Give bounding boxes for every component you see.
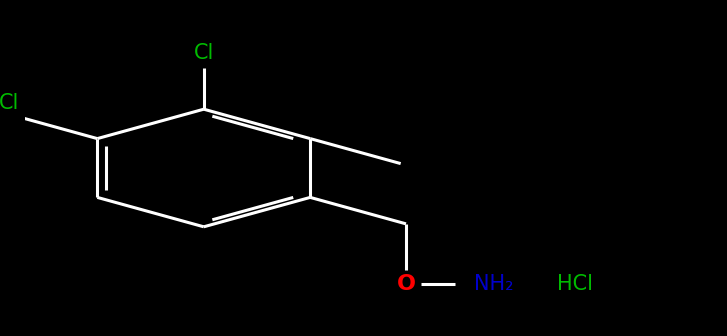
Text: O: O [396, 274, 416, 294]
Text: HCl: HCl [557, 274, 593, 294]
Text: NH₂: NH₂ [474, 274, 513, 294]
Text: Cl: Cl [0, 93, 20, 113]
Text: Cl: Cl [193, 43, 214, 63]
